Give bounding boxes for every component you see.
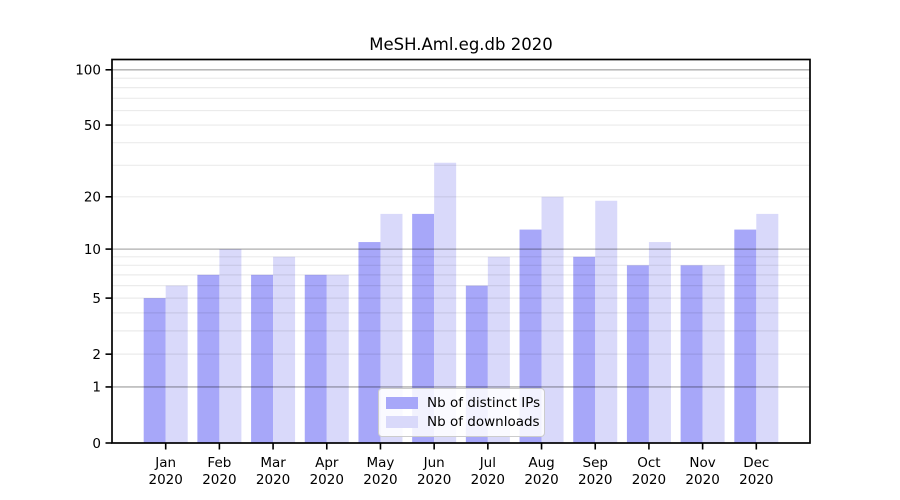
x-tick-label-month-may: May [367,455,395,471]
legend-label-downloads: Nb of downloads [427,413,540,430]
x-tick-label-year-nov: 2020 [685,472,719,488]
bar-distinct-ips-dec [734,229,757,443]
x-tick-label-year-dec: 2020 [739,472,773,488]
x-tick-label-year-oct: 2020 [632,472,666,488]
bar-downloads-aug [541,196,564,443]
y-tick-label-20: 20 [84,190,101,206]
bar-downloads-dec [756,213,779,443]
bar-distinct-ips-sep [573,256,596,443]
bar-distinct-ips-jun [412,213,435,443]
x-tick-label-year-aug: 2020 [524,472,558,488]
x-tick-label-month-nov: Nov [689,455,715,471]
bar-downloads-apr [326,274,349,443]
x-tick-label-year-jan: 2020 [149,472,183,488]
x-tick-label-month-jan: Jan [154,455,176,471]
x-tick-label-month-dec: Dec [743,455,769,471]
legend: Nb of distinct IPs Nb of downloads [378,388,545,437]
x-tick-label-year-feb: 2020 [202,472,236,488]
x-tick-label-year-apr: 2020 [310,472,344,488]
bar-downloads-feb [219,249,242,443]
legend-item-distinct-ips: Nb of distinct IPs [386,394,541,412]
x-tick-label-year-may: 2020 [363,472,397,488]
x-tick-label-month-sep: Sep [583,455,608,471]
x-tick-label-month-jun: Jun [423,455,445,471]
x-tick-label-month-jul: Jul [479,455,496,471]
plot-spines [111,58,811,444]
x-tick-label-month-aug: Aug [528,455,554,471]
x-tick-label-year-sep: 2020 [578,472,612,488]
bar-downloads-mar [273,256,296,443]
y-tick-label-50: 50 [84,118,101,134]
bar-downloads-jun [434,162,457,443]
x-tick-label-month-oct: Oct [637,455,660,471]
legend-item-downloads: Nb of downloads [386,413,540,431]
bar-distinct-ips-mar [251,274,274,443]
y-tick-label-0: 0 [92,436,101,452]
bar-downloads-oct [648,242,671,443]
x-tick-label-month-mar: Mar [260,455,286,471]
bar-downloads-jan [165,285,188,443]
legend-swatch-downloads [386,415,418,428]
x-tick-label-month-feb: Feb [207,455,231,471]
chart-title: MeSH.Aml.eg.db 2020 [369,35,553,54]
x-tick-label-month-apr: Apr [315,455,339,471]
y-tick-label-2: 2 [92,347,101,363]
bar-downloads-sep [595,200,618,443]
bar-distinct-ips-may [358,242,381,443]
bar-distinct-ips-apr [304,274,327,443]
legend-swatch-distinct-ips [386,397,418,410]
y-tick-label-100: 100 [75,63,101,79]
y-tick-label-5: 5 [92,291,101,307]
y-tick-label-1: 1 [92,380,101,396]
bar-distinct-ips-feb [197,274,220,443]
y-tick-label-10: 10 [84,242,101,258]
x-tick-label-year-jun: 2020 [417,472,451,488]
legend-label-distinct-ips: Nb of distinct IPs [427,395,541,412]
bar-downloads-nov [702,265,725,443]
x-tick-label-year-jul: 2020 [471,472,505,488]
bar-distinct-ips-jan [143,298,166,443]
x-tick-label-year-mar: 2020 [256,472,290,488]
bar-distinct-ips-oct [626,265,649,443]
bar-distinct-ips-nov [680,265,703,443]
bar-downloads-may [380,213,403,443]
